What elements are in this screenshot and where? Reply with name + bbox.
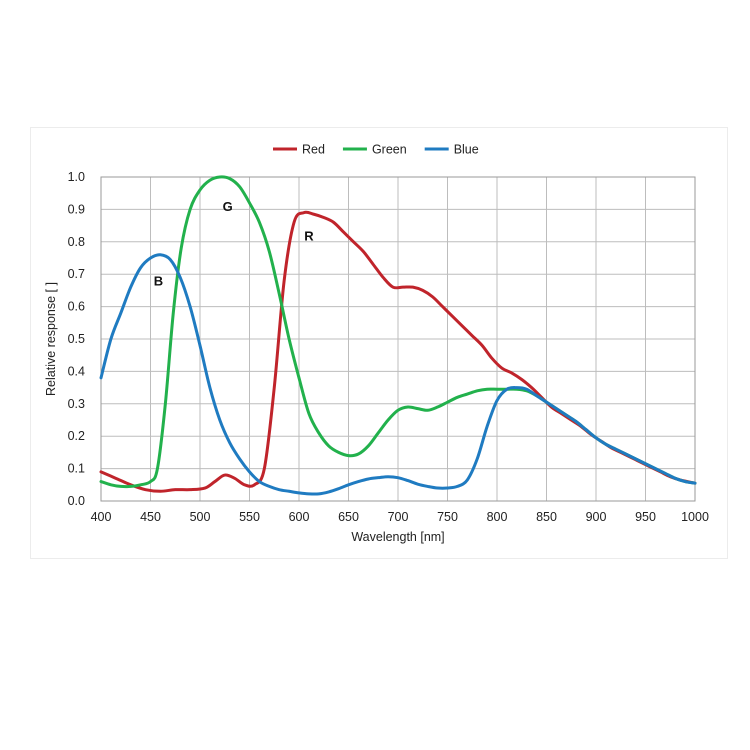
grid bbox=[100, 176, 696, 502]
series-blue-line bbox=[99, 253, 697, 496]
curve-labels: R G B bbox=[154, 199, 314, 289]
y-tick-label: 0.1 bbox=[68, 462, 85, 476]
tick-labels: 400 450 500 550 600 650 700 750 800 850 900 950 1000… bbox=[68, 170, 709, 524]
x-tick-label: 950 bbox=[635, 510, 656, 524]
y-tick-label: 0.7 bbox=[68, 267, 85, 281]
x-axis-title: Wavelength [nm] bbox=[351, 530, 444, 544]
legend: Red Green Blue bbox=[273, 143, 479, 157]
x-tick-label: 750 bbox=[437, 510, 458, 524]
y-tick-label: 0.2 bbox=[68, 429, 85, 443]
y-tick-label: 1.0 bbox=[68, 170, 85, 184]
x-tick-label: 650 bbox=[338, 510, 359, 524]
x-tick-label: 700 bbox=[388, 510, 409, 524]
plot-border bbox=[100, 176, 696, 502]
curve-label-blue: B bbox=[154, 274, 163, 289]
x-tick-label: 900 bbox=[586, 510, 607, 524]
legend-label-blue: Blue bbox=[454, 143, 479, 157]
y-axis-title: Relative response [ ] bbox=[44, 282, 58, 396]
y-tick-label: 0.6 bbox=[68, 300, 85, 314]
y-tick-label: 0.8 bbox=[68, 235, 85, 249]
y-tick-label: 0.0 bbox=[68, 494, 85, 508]
legend-label-red: Red bbox=[302, 143, 325, 157]
x-tick-label: 850 bbox=[536, 510, 557, 524]
x-tick-label: 500 bbox=[190, 510, 211, 524]
x-tick-label: 800 bbox=[487, 510, 508, 524]
x-tick-label: 450 bbox=[140, 510, 161, 524]
x-tick-label: 600 bbox=[289, 510, 310, 524]
x-tick-label: 550 bbox=[239, 510, 260, 524]
y-tick-label: 0.9 bbox=[68, 202, 85, 216]
y-tick-label: 0.4 bbox=[68, 364, 85, 378]
chart-frame: R G B 400 450 500 550 600 650 700 750 800 850 900 950… bbox=[30, 127, 728, 559]
x-tick-label: 400 bbox=[91, 510, 112, 524]
legend-label-green: Green bbox=[372, 143, 407, 157]
curves bbox=[99, 175, 697, 496]
y-tick-label: 0.5 bbox=[68, 332, 85, 346]
x-tick-label: 1000 bbox=[681, 510, 709, 524]
y-tick-label: 0.3 bbox=[68, 397, 85, 411]
spectral-response-chart: R G B 400 450 500 550 600 650 700 750 800 850 900 950… bbox=[44, 143, 709, 545]
curve-label-green: G bbox=[223, 199, 233, 214]
curve-label-red: R bbox=[304, 228, 314, 243]
